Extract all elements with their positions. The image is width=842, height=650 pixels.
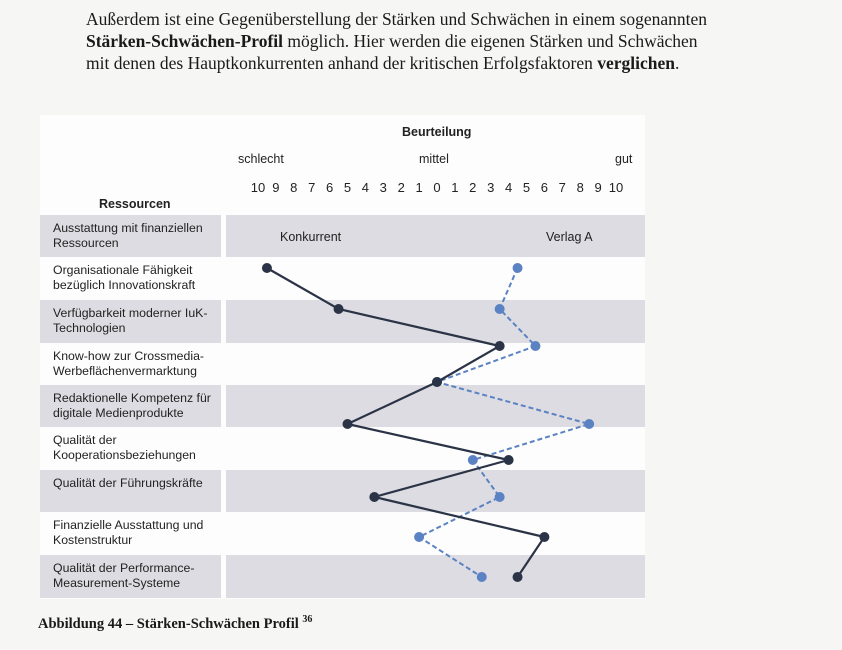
scale-label-middle: mittel: [419, 152, 449, 166]
data-point: [342, 419, 353, 429]
data-point: [414, 532, 425, 542]
profile-row: Ausstattung mit finanziellen Ressourcen: [40, 215, 645, 257]
data-point: [503, 455, 514, 465]
tick-label: 10: [608, 180, 624, 195]
paragraph-bold-term: Stärken-Schwächen-Profil: [86, 31, 284, 51]
row-label: Verfügbarkeit moderner IuK-Technologien: [40, 300, 221, 343]
row-label: Ausstattung mit finanziellen Ressourcen: [40, 215, 221, 257]
tick-label: 5: [343, 180, 352, 195]
scale-label-right: gut: [615, 152, 633, 166]
row-header: Ressourcen: [99, 197, 171, 211]
row-label: Redaktionelle Kompetenz für digitale Med…: [40, 385, 221, 427]
tick-label: 8: [290, 180, 298, 195]
data-point: [530, 341, 541, 351]
body-paragraph: Außerdem ist eine Gegenüberstellung der …: [86, 8, 786, 74]
paragraph-bold-term: verglichen: [597, 53, 675, 73]
row-label: Organisationale Fähigkeit bezüglich Inno…: [53, 263, 196, 292]
tick-label: 2: [397, 180, 405, 195]
tick-label: 2: [469, 180, 477, 195]
paragraph-line: Außerdem ist eine Gegenüberstellung der …: [86, 9, 708, 29]
chart-title: Beurteilung: [402, 125, 472, 139]
paragraph-line: .: [675, 53, 680, 73]
profile-row: Know-how zur Crossmedia-Werbeflächenverm…: [40, 343, 645, 385]
data-point: [494, 304, 505, 314]
tick-label: 10: [250, 180, 266, 195]
legend-konkurrent: Konkurrent: [280, 230, 342, 244]
tick-label: 9: [594, 180, 602, 195]
tick-label: 0: [433, 180, 441, 195]
footnote-marker: 36: [302, 614, 313, 625]
data-point: [539, 532, 550, 542]
tick-label: 3: [379, 180, 387, 195]
legend-verlag-a: Verlag A: [546, 230, 593, 244]
data-point: [476, 572, 487, 582]
row-band: [226, 555, 645, 598]
row-band: [226, 470, 645, 512]
chart-area: [40, 115, 645, 599]
tick-label: 6: [325, 180, 334, 195]
data-point: [261, 263, 272, 273]
profile-row: Qualität der Führungskräfte: [40, 470, 645, 512]
tick-label: 4: [361, 180, 370, 195]
paragraph-line: mit denen des Hauptkonkurrenten anhand d…: [86, 53, 598, 73]
tick-label: 1: [415, 180, 423, 195]
row-label: Know-how zur Crossmedia-Werbeflächenverm…: [53, 349, 205, 378]
profile-row: Verfügbarkeit moderner IuK-Technologien: [40, 300, 645, 343]
tick-label: 4: [504, 180, 513, 195]
series-line-verlag-a: [417, 267, 593, 578]
data-point: [494, 341, 505, 351]
tick-label: 9: [272, 180, 280, 195]
data-point: [512, 572, 523, 582]
profile-row: Qualität der Kooperationsbeziehungen: [40, 427, 645, 470]
data-point: [467, 455, 478, 465]
row-label: Qualität der Führungskräfte: [40, 470, 221, 512]
tick-label: 1: [451, 180, 459, 195]
row-band: [226, 215, 645, 257]
profile-row: Qualität der Performance-Measurement-Sys…: [40, 555, 645, 598]
data-point: [333, 304, 344, 314]
figure-caption: Abbildung 44 – Stärken-Schwächen Profil …: [38, 614, 312, 633]
tick-label: 8: [576, 180, 584, 195]
series-line-konkurrent: [266, 267, 547, 578]
data-point: [432, 377, 442, 387]
paragraph-line: möglich. Hier werden die eigenen Stärken…: [283, 31, 698, 51]
data-point: [512, 263, 523, 273]
profile-row: Finanzielle Ausstattung und Kostenstrukt…: [40, 512, 645, 555]
profile-row: Organisationale Fähigkeit bezüglich Inno…: [40, 257, 645, 300]
tick-label: 5: [522, 180, 531, 195]
data-point: [369, 492, 380, 502]
row-band: [226, 300, 645, 343]
data-point: [584, 419, 595, 429]
tick-label: 6: [540, 180, 549, 195]
data-point: [494, 492, 505, 502]
scale-label-left: schlecht: [238, 152, 284, 166]
row-label: Qualität der Kooperationsbeziehungen: [53, 433, 196, 462]
tick-label: 3: [487, 180, 495, 195]
tick-label: 7: [558, 180, 566, 195]
row-label: Qualität der Performance-Measurement-Sys…: [40, 555, 221, 598]
caption-text: Abbildung 44 – Stärken-Schwächen Profil: [38, 615, 299, 632]
row-label: Finanzielle Ausstattung und Kostenstrukt…: [53, 518, 204, 547]
tick-label: 7: [308, 180, 316, 195]
